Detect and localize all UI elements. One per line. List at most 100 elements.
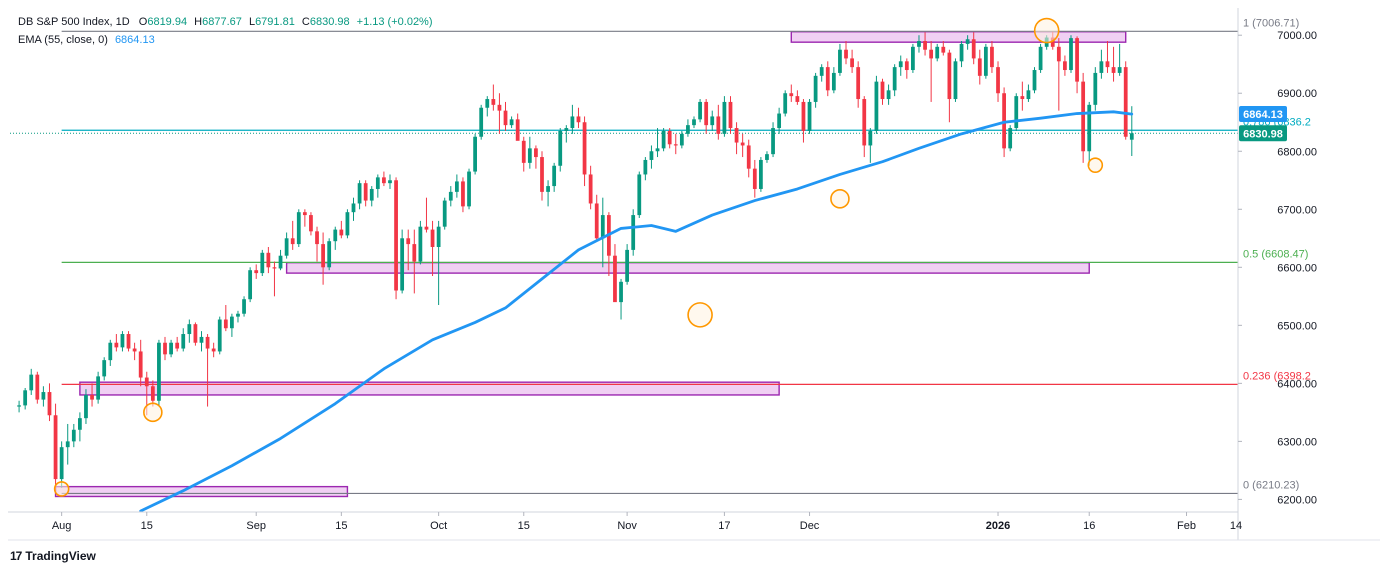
candle-body bbox=[321, 244, 325, 268]
candle bbox=[65, 423, 70, 465]
ema-legend[interactable]: EMA (55, close, 0) 6864.13 bbox=[18, 34, 155, 46]
candle-body bbox=[461, 181, 465, 207]
candle bbox=[1099, 49, 1104, 79]
candle bbox=[594, 194, 599, 242]
candle bbox=[929, 41, 934, 102]
candle-body bbox=[400, 238, 405, 291]
candle bbox=[424, 197, 429, 233]
candle bbox=[643, 157, 648, 181]
candle bbox=[1014, 93, 1019, 131]
price-tag-label: 6864.13 bbox=[1243, 109, 1283, 121]
candle-body bbox=[534, 148, 538, 158]
candle-body bbox=[193, 324, 198, 343]
x-tick-label: 16 bbox=[1083, 520, 1095, 532]
candle bbox=[746, 139, 751, 178]
candle bbox=[1056, 38, 1061, 111]
candle bbox=[959, 41, 964, 68]
candle bbox=[971, 32, 976, 65]
candle bbox=[576, 107, 581, 129]
candle-body bbox=[765, 154, 769, 160]
candle bbox=[430, 220, 435, 277]
candle bbox=[479, 104, 484, 140]
y-tick-label: 7000.00 bbox=[1277, 30, 1317, 42]
candle-body bbox=[971, 39, 976, 59]
low-label: L bbox=[248, 16, 256, 28]
candle bbox=[400, 229, 405, 294]
tradingview-brand[interactable]: 17 TradingView bbox=[10, 549, 96, 563]
candle bbox=[862, 96, 867, 158]
candle bbox=[965, 35, 970, 50]
y-tick-label: 6900.00 bbox=[1277, 88, 1317, 100]
price-tag-bg bbox=[1239, 106, 1287, 123]
candle-body bbox=[594, 203, 599, 239]
candle bbox=[819, 64, 824, 82]
candle bbox=[759, 157, 763, 192]
candle-body bbox=[473, 136, 477, 172]
candle bbox=[619, 278, 623, 320]
candle-body bbox=[35, 374, 40, 400]
candle-body bbox=[1008, 128, 1013, 149]
candle-body bbox=[284, 238, 289, 256]
candle bbox=[728, 96, 733, 134]
candle-body bbox=[625, 249, 630, 282]
candle bbox=[686, 119, 690, 137]
candle-body bbox=[375, 177, 380, 189]
candle bbox=[831, 67, 836, 94]
candle-body bbox=[138, 351, 143, 378]
candle bbox=[917, 35, 921, 53]
candle-body bbox=[394, 180, 398, 291]
candle bbox=[467, 168, 471, 210]
candle bbox=[996, 61, 1000, 102]
candle-body bbox=[576, 116, 581, 123]
candle-body bbox=[637, 174, 642, 216]
candle bbox=[1075, 36, 1079, 94]
candle-body bbox=[418, 226, 423, 262]
candle-body bbox=[552, 165, 557, 187]
candle-body bbox=[1056, 46, 1061, 62]
candle-body bbox=[850, 58, 854, 68]
candle-body bbox=[59, 447, 64, 480]
candle bbox=[382, 171, 386, 187]
candle bbox=[351, 197, 356, 221]
candle-body bbox=[521, 140, 526, 163]
candle bbox=[120, 331, 125, 352]
candle bbox=[17, 400, 21, 413]
candle-body bbox=[977, 58, 982, 76]
candle-body bbox=[1026, 90, 1031, 100]
candle bbox=[96, 371, 101, 404]
candle-body bbox=[1002, 93, 1006, 149]
candle-body bbox=[515, 119, 520, 141]
candle-body bbox=[217, 319, 222, 352]
candle-body bbox=[509, 119, 514, 126]
candle-body bbox=[844, 49, 848, 59]
candle bbox=[1093, 67, 1098, 111]
close-label: C bbox=[301, 16, 310, 28]
symbol-title[interactable]: DB S&P 500 Index, 1D bbox=[18, 16, 130, 28]
candle bbox=[740, 133, 745, 158]
candle bbox=[260, 249, 265, 277]
candle-body bbox=[838, 49, 842, 73]
candle bbox=[375, 174, 380, 198]
high-label: H bbox=[194, 16, 203, 28]
candle bbox=[102, 357, 107, 381]
highlight-marker bbox=[830, 189, 850, 209]
candle bbox=[783, 90, 788, 117]
candle-body bbox=[600, 215, 605, 239]
candle-body bbox=[558, 130, 563, 166]
candle bbox=[345, 209, 350, 239]
candle-body bbox=[479, 107, 484, 137]
candle-body bbox=[807, 101, 812, 131]
candle bbox=[333, 226, 338, 250]
candle-body bbox=[874, 81, 879, 131]
highlight-marker bbox=[687, 302, 713, 328]
candle bbox=[564, 125, 569, 143]
candle bbox=[600, 197, 605, 268]
candle bbox=[898, 55, 903, 76]
candle-body bbox=[412, 244, 417, 262]
candle bbox=[935, 43, 940, 62]
candle-body bbox=[679, 133, 684, 146]
candle bbox=[904, 58, 909, 79]
candle bbox=[254, 264, 259, 279]
candle-body bbox=[813, 75, 818, 102]
